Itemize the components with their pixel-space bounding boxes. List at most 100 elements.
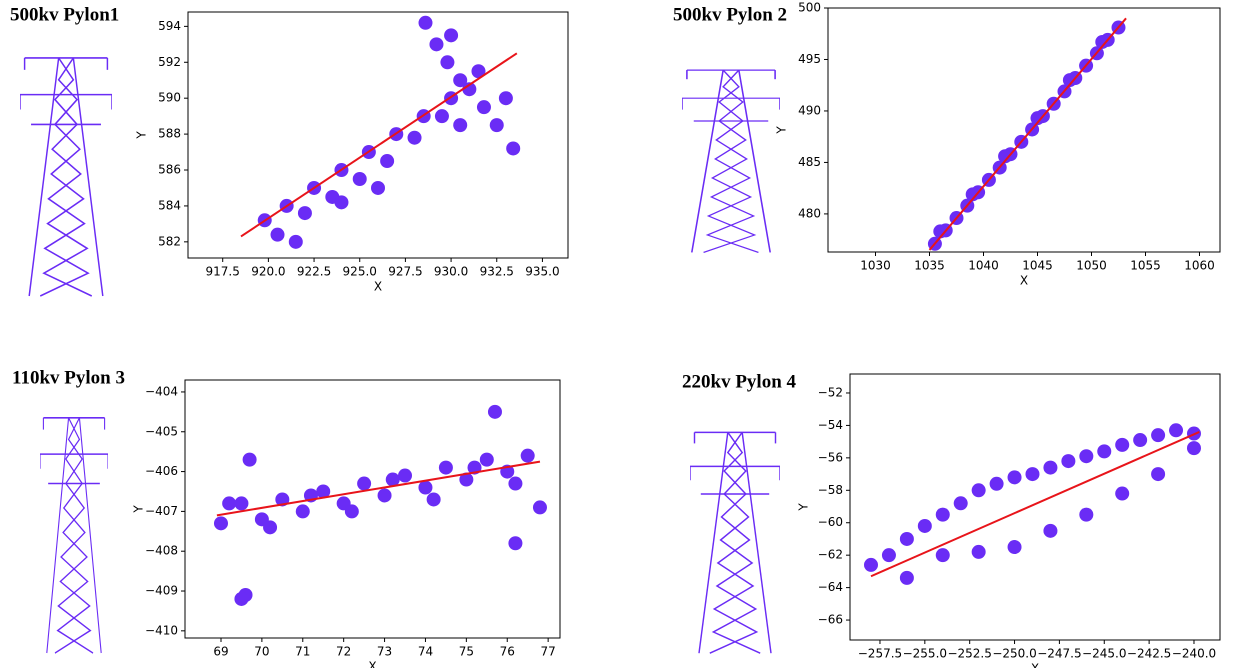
x-tick-label: 935.0 xyxy=(525,265,559,279)
x-tick-label: 917.5 xyxy=(206,265,240,279)
y-tick-label: −406 xyxy=(145,464,178,478)
x-tick-label: −245.0 xyxy=(1082,647,1126,661)
fit-line xyxy=(871,432,1199,576)
y-tick-label: −58 xyxy=(818,483,843,497)
fit-line xyxy=(930,18,1127,250)
point xyxy=(1151,428,1165,442)
point xyxy=(1008,540,1022,554)
fit-line xyxy=(241,53,517,236)
x-tick-label: 1040 xyxy=(968,259,999,273)
point xyxy=(263,520,277,534)
y-tick-label: −52 xyxy=(818,385,843,399)
point xyxy=(508,536,522,550)
x-tick-label: −250.0 xyxy=(992,647,1036,661)
x-axis-label: X xyxy=(1020,274,1028,288)
point xyxy=(353,172,367,186)
y-tick-label: −410 xyxy=(145,623,178,637)
x-axis-label: X xyxy=(374,280,382,294)
x-axis-label: X xyxy=(1031,662,1039,668)
x-tick-label: −257.5 xyxy=(858,647,902,661)
point xyxy=(243,453,257,467)
x-tick-label: 1060 xyxy=(1184,259,1215,273)
y-axis-label: Y xyxy=(797,503,811,512)
point xyxy=(1115,438,1129,452)
y-tick-label: 594 xyxy=(158,19,181,33)
point xyxy=(490,118,504,132)
figure: 500kv Pylon1917.5920.0922.5925.0927.5930… xyxy=(0,0,1236,668)
y-tick-label: −56 xyxy=(818,450,843,464)
panel-title: 500kv Pylon1 xyxy=(10,4,119,25)
point xyxy=(1097,444,1111,458)
y-tick-label: 584 xyxy=(158,198,181,212)
x-tick-label: 922.5 xyxy=(297,265,331,279)
y-tick-label: 588 xyxy=(158,127,181,141)
point xyxy=(918,519,932,533)
point xyxy=(477,100,491,114)
x-tick-label: 932.5 xyxy=(480,265,514,279)
point xyxy=(972,545,986,559)
x-tick-label: 76 xyxy=(500,645,515,659)
point xyxy=(882,548,896,562)
point xyxy=(357,477,371,491)
point xyxy=(214,516,228,530)
y-tick-label: 590 xyxy=(158,91,181,105)
y-tick-label: −54 xyxy=(818,418,843,432)
point xyxy=(234,592,248,606)
point xyxy=(222,496,236,510)
point xyxy=(1079,508,1093,522)
y-tick-label: 485 xyxy=(798,155,821,169)
point xyxy=(1061,454,1075,468)
point xyxy=(418,481,432,495)
point xyxy=(444,28,458,42)
point xyxy=(345,504,359,518)
x-tick-label: −242.5 xyxy=(1127,647,1171,661)
point xyxy=(1133,433,1147,447)
panel-title: 500kv Pylon 2 xyxy=(673,4,787,25)
pylon-image xyxy=(40,418,108,653)
x-tick-label: 930.0 xyxy=(434,265,468,279)
y-tick-label: −409 xyxy=(145,584,178,598)
y-tick-label: −407 xyxy=(145,504,178,518)
point xyxy=(1008,470,1022,484)
y-tick-label: 480 xyxy=(798,206,821,220)
x-tick-label: 920.0 xyxy=(251,265,285,279)
y-axis-label: Y xyxy=(132,505,146,514)
point xyxy=(427,492,441,506)
x-tick-label: 1035 xyxy=(914,259,945,273)
point xyxy=(439,461,453,475)
point xyxy=(521,449,535,463)
y-axis-label: Y xyxy=(135,131,149,140)
y-tick-label: 592 xyxy=(158,55,181,69)
panel-title: 110kv Pylon 3 xyxy=(12,367,125,388)
y-tick-label: −405 xyxy=(145,424,178,438)
plot-frame xyxy=(828,8,1220,252)
point xyxy=(1043,461,1057,475)
x-tick-label: 925.0 xyxy=(343,265,377,279)
point xyxy=(1169,423,1183,437)
point xyxy=(864,558,878,572)
fit-line xyxy=(217,462,540,516)
point xyxy=(419,16,433,30)
x-tick-label: 1045 xyxy=(1022,259,1053,273)
point xyxy=(1187,441,1201,455)
point xyxy=(499,91,513,105)
point xyxy=(378,488,392,502)
point xyxy=(900,571,914,585)
point xyxy=(453,73,467,87)
y-tick-label: 490 xyxy=(798,103,821,117)
panel-title: 220kv Pylon 4 xyxy=(682,371,797,392)
y-tick-label: 582 xyxy=(158,234,181,248)
x-tick-label: −247.5 xyxy=(1037,647,1081,661)
point xyxy=(1043,524,1057,538)
x-tick-label: 73 xyxy=(377,645,392,659)
x-tick-label: 1030 xyxy=(860,259,891,273)
point xyxy=(408,131,422,145)
y-tick-label: −64 xyxy=(818,580,843,594)
point xyxy=(234,496,248,510)
y-tick-label: −66 xyxy=(818,613,843,627)
point xyxy=(1079,449,1093,463)
point xyxy=(440,55,454,69)
point xyxy=(1151,467,1165,481)
x-tick-label: 75 xyxy=(459,645,474,659)
point xyxy=(480,453,494,467)
